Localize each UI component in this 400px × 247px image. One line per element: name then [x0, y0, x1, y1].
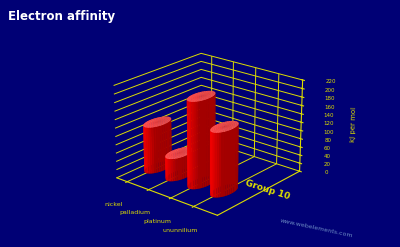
Text: www.webelements.com: www.webelements.com [280, 218, 354, 238]
Text: Electron affinity: Electron affinity [8, 10, 115, 23]
Text: Group 10: Group 10 [244, 179, 291, 202]
